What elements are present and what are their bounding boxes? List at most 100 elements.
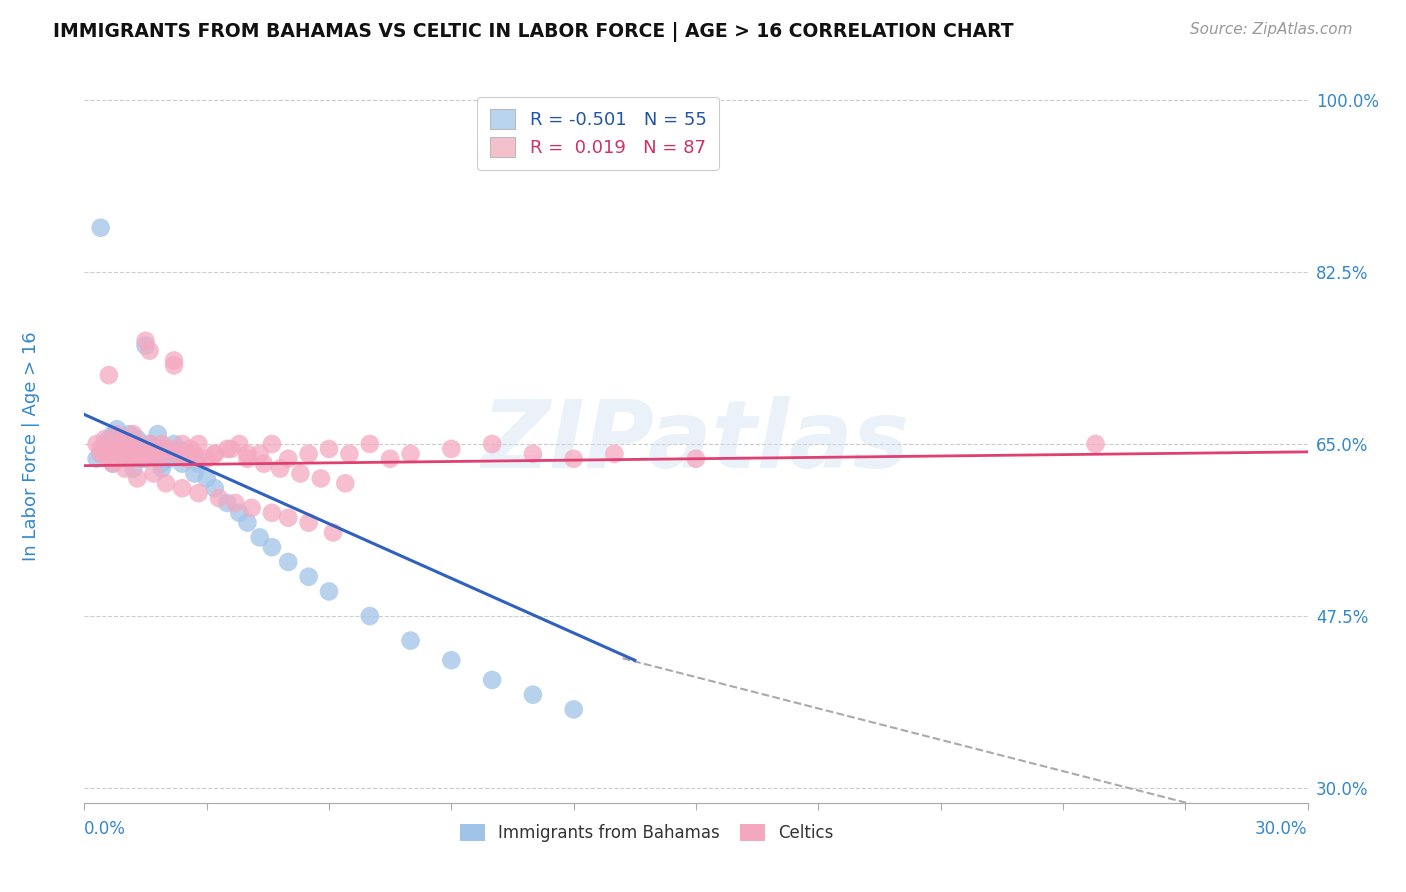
Point (260, 540, 283, 554)
Point (159, 451, 181, 466)
Point (146, 451, 169, 466)
Point (269, 461, 291, 475)
Point (174, 447, 197, 461)
Point (359, 609, 381, 624)
Point (260, 506, 283, 520)
Point (335, 476, 357, 491)
Point (122, 442, 145, 456)
Point (260, 437, 283, 451)
Point (380, 451, 402, 466)
Point (562, 702, 585, 716)
Point (172, 437, 194, 451)
Point (131, 442, 153, 456)
Point (174, 451, 197, 466)
Point (93, 437, 115, 451)
Point (522, 447, 544, 461)
Point (105, 451, 128, 466)
Point (93, 432, 115, 446)
Point (481, 673, 503, 687)
Point (131, 451, 153, 466)
Point (399, 633, 422, 648)
Point (236, 451, 259, 466)
Point (127, 447, 149, 461)
Point (101, 457, 124, 471)
Point (114, 437, 136, 451)
Point (187, 437, 209, 451)
Point (399, 447, 422, 461)
Point (135, 334, 157, 348)
Point (118, 427, 141, 442)
Point (174, 447, 197, 461)
Point (179, 451, 201, 466)
Point (101, 457, 124, 471)
Point (224, 496, 246, 510)
Point (90, 442, 112, 456)
Point (97, 368, 120, 383)
Point (236, 516, 259, 530)
Point (97, 451, 120, 466)
Point (172, 481, 194, 495)
Point (481, 437, 503, 451)
Point (93, 447, 115, 461)
Point (236, 447, 259, 461)
Point (228, 437, 250, 451)
Text: 30.0%: 30.0% (1256, 821, 1308, 838)
Point (142, 467, 165, 481)
Point (135, 451, 157, 466)
Point (135, 447, 157, 461)
Point (277, 451, 299, 466)
Point (105, 422, 128, 436)
Text: In Labor Force | Age > 16: In Labor Force | Age > 16 (22, 331, 39, 561)
Point (142, 447, 165, 461)
Point (155, 447, 177, 461)
Text: ZIPatlas: ZIPatlas (482, 395, 910, 488)
Point (440, 653, 463, 667)
Point (179, 442, 201, 456)
Point (101, 427, 124, 442)
Point (603, 447, 626, 461)
Point (110, 442, 132, 456)
Point (163, 437, 186, 451)
Point (339, 447, 361, 461)
Point (138, 437, 160, 451)
Point (135, 339, 157, 353)
Point (1084, 437, 1107, 451)
Point (138, 447, 160, 461)
Point (249, 530, 271, 544)
Point (204, 481, 226, 495)
Point (240, 500, 263, 515)
Point (138, 447, 160, 461)
Point (127, 471, 149, 485)
Point (167, 447, 190, 461)
Point (204, 447, 226, 461)
Point (155, 476, 177, 491)
Point (204, 447, 226, 461)
Point (318, 584, 340, 599)
Point (122, 451, 145, 466)
Point (167, 442, 190, 456)
Point (298, 570, 321, 584)
Point (318, 442, 340, 456)
Point (150, 461, 173, 475)
Point (163, 359, 186, 373)
Point (114, 432, 136, 446)
Point (187, 457, 209, 471)
Point (97, 447, 120, 461)
Point (163, 447, 186, 461)
Point (90, 220, 112, 235)
Point (97, 432, 120, 446)
Point (150, 442, 173, 456)
Point (277, 510, 299, 524)
Point (322, 525, 344, 540)
Point (298, 516, 321, 530)
Point (249, 447, 271, 461)
Point (86, 451, 108, 466)
Point (150, 457, 173, 471)
Point (219, 442, 242, 456)
Point (685, 451, 707, 466)
Text: Source: ZipAtlas.com: Source: ZipAtlas.com (1189, 22, 1353, 37)
Point (253, 457, 276, 471)
Point (114, 451, 136, 466)
Point (122, 427, 145, 442)
Point (195, 471, 218, 485)
